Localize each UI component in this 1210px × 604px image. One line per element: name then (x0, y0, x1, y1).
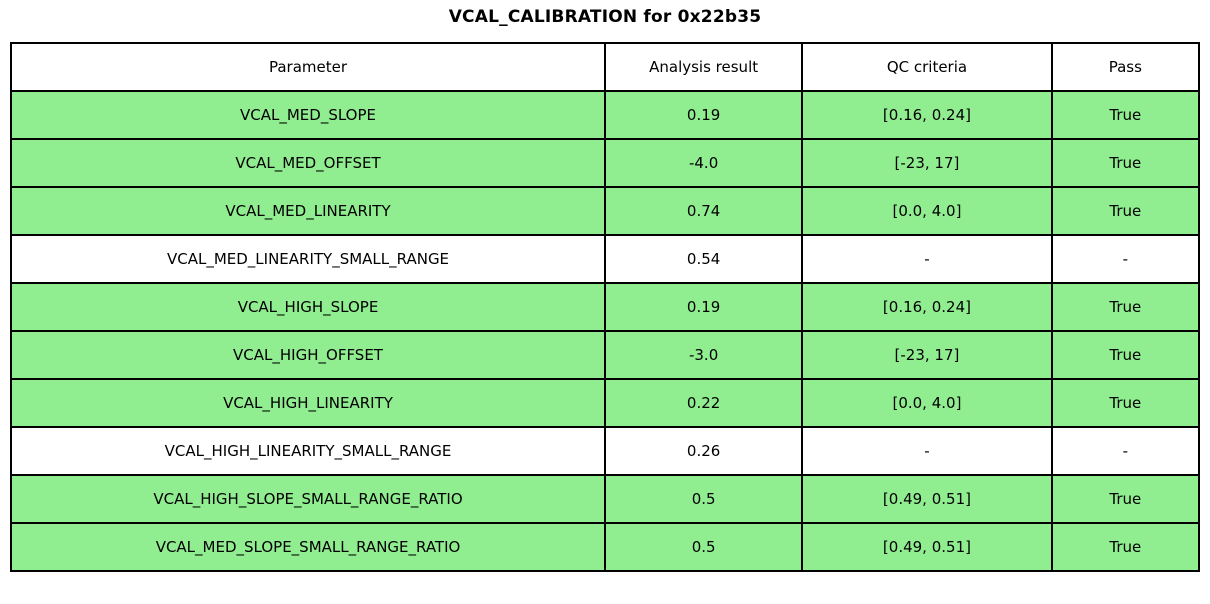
col-header-parameter: Parameter (9, 42, 607, 92)
pass-cell: - (1050, 426, 1201, 476)
criteria-cell: [0.49, 0.51] (801, 522, 1053, 572)
parameter-cell: VCAL_HIGH_LINEARITY (9, 378, 607, 428)
criteria-cell: [0.16, 0.24] (801, 90, 1053, 140)
result-cell: 0.22 (604, 378, 804, 428)
criteria-cell: [0.0, 4.0] (801, 378, 1053, 428)
criteria-cell: [0.49, 0.51] (801, 474, 1053, 524)
col-header-qc-criteria: QC criteria (801, 42, 1053, 92)
pass-cell: True (1050, 330, 1201, 380)
col-header-analysis-result: Analysis result (604, 42, 804, 92)
table-row: VCAL_MED_LINEARITY 0.74 [0.0, 4.0] True (9, 186, 1201, 236)
pass-cell: - (1050, 234, 1201, 284)
criteria-cell: [-23, 17] (801, 330, 1053, 380)
pass-cell: True (1050, 378, 1201, 428)
result-cell: 0.19 (604, 90, 804, 140)
table-row: VCAL_MED_LINEARITY_SMALL_RANGE 0.54 - - (9, 234, 1201, 284)
page-title: VCAL_CALIBRATION for 0x22b35 (448, 7, 762, 27)
result-cell: -4.0 (604, 138, 804, 188)
criteria-cell: [0.16, 0.24] (801, 282, 1053, 332)
pass-cell: True (1050, 90, 1201, 140)
parameter-cell: VCAL_MED_OFFSET (9, 138, 607, 188)
result-cell: 0.5 (604, 522, 804, 572)
table-row: VCAL_MED_SLOPE_SMALL_RANGE_RATIO 0.5 [0.… (9, 522, 1201, 572)
result-cell: 0.19 (604, 282, 804, 332)
result-cell: 0.5 (604, 474, 804, 524)
parameter-cell: VCAL_HIGH_SLOPE (9, 282, 607, 332)
col-header-pass: Pass (1050, 42, 1201, 92)
criteria-cell: - (801, 234, 1053, 284)
parameter-cell: VCAL_HIGH_OFFSET (9, 330, 607, 380)
pass-cell: True (1050, 282, 1201, 332)
pass-cell: True (1050, 186, 1201, 236)
pass-cell: True (1050, 138, 1201, 188)
table-row: VCAL_HIGH_SLOPE_SMALL_RANGE_RATIO 0.5 [0… (9, 474, 1201, 524)
table-header-row: Parameter Analysis result QC criteria Pa… (9, 42, 1201, 92)
pass-cell: True (1050, 522, 1201, 572)
table-row: VCAL_MED_SLOPE 0.19 [0.16, 0.24] True (9, 90, 1201, 140)
table-row: VCAL_HIGH_SLOPE 0.19 [0.16, 0.24] True (9, 282, 1201, 332)
table-row: VCAL_HIGH_LINEARITY_SMALL_RANGE 0.26 - - (9, 426, 1201, 476)
parameter-cell: VCAL_MED_SLOPE_SMALL_RANGE_RATIO (9, 522, 607, 572)
parameter-cell: VCAL_MED_LINEARITY (9, 186, 607, 236)
result-cell: 0.54 (604, 234, 804, 284)
parameter-cell: VCAL_HIGH_LINEARITY_SMALL_RANGE (9, 426, 607, 476)
criteria-cell: [-23, 17] (801, 138, 1053, 188)
pass-cell: True (1050, 474, 1201, 524)
table-row: VCAL_HIGH_OFFSET -3.0 [-23, 17] True (9, 330, 1201, 380)
result-cell: -3.0 (604, 330, 804, 380)
parameter-cell: VCAL_MED_SLOPE (9, 90, 607, 140)
table-row: VCAL_HIGH_LINEARITY 0.22 [0.0, 4.0] True (9, 378, 1201, 428)
table-row: VCAL_MED_OFFSET -4.0 [-23, 17] True (9, 138, 1201, 188)
criteria-cell: - (801, 426, 1053, 476)
parameter-cell: VCAL_MED_LINEARITY_SMALL_RANGE (9, 234, 607, 284)
qc-results-table: Parameter Analysis result QC criteria Pa… (9, 42, 1201, 572)
result-cell: 0.26 (604, 426, 804, 476)
result-cell: 0.74 (604, 186, 804, 236)
parameter-cell: VCAL_HIGH_SLOPE_SMALL_RANGE_RATIO (9, 474, 607, 524)
criteria-cell: [0.0, 4.0] (801, 186, 1053, 236)
